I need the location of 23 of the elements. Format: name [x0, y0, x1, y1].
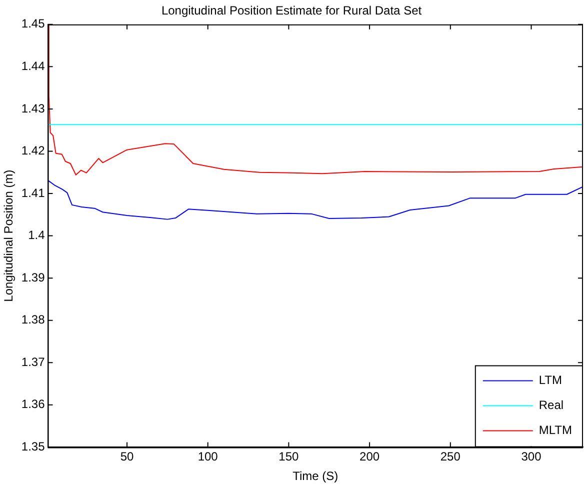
- x-axis-title: Time (S): [292, 469, 338, 484]
- y-tick-label: 1.36: [21, 397, 46, 412]
- x-tick-label: 250: [440, 450, 461, 464]
- y-tick-label: 1.44: [21, 58, 46, 73]
- y-tick-label: 1.39: [21, 270, 46, 284]
- legend-label: LTM: [538, 373, 562, 388]
- x-tick-label: 300: [521, 450, 542, 464]
- y-tick-label: 1.35: [21, 440, 46, 454]
- y-tick-label: 1.42: [21, 144, 46, 158]
- x-tick-label: 100: [198, 450, 218, 464]
- x-tick-label: 50: [120, 450, 134, 464]
- x-tick-label: 150: [278, 450, 300, 464]
- y-tick-label: 1.43: [21, 101, 46, 116]
- y-tick-label: 1.4: [28, 228, 46, 242]
- y-tick-label: 1.41: [21, 186, 46, 200]
- legend-label: MLTM: [538, 423, 572, 438]
- y-tick-label: 1.37: [21, 354, 46, 369]
- y-tick-label: 1.38: [21, 312, 46, 327]
- legend-label: Real: [538, 398, 564, 412]
- y-axis-title: Longitudinal Position (m): [2, 170, 16, 302]
- x-tick-label: 200: [360, 450, 380, 464]
- chart-title: Longitudinal Position Estimate for Rural Data Set: [161, 4, 422, 18]
- y-tick-label: 1.45: [21, 16, 46, 31]
